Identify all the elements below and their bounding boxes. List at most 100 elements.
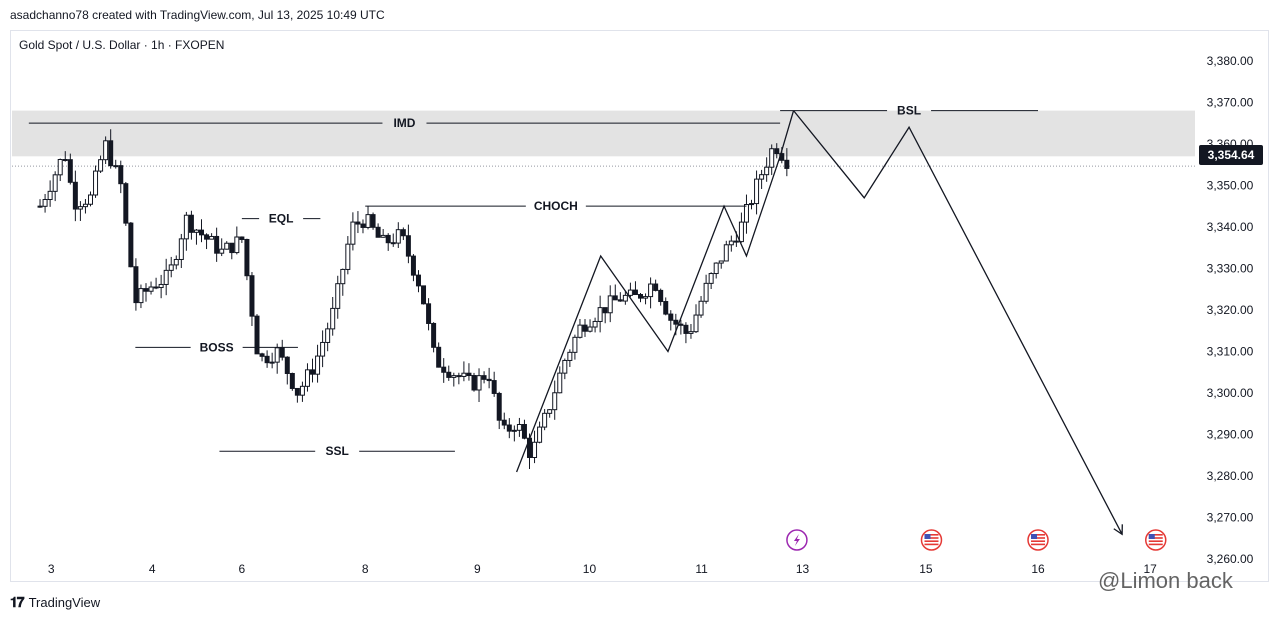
candle-body bbox=[582, 324, 588, 332]
flag-canton bbox=[1148, 534, 1155, 539]
candle-body bbox=[688, 331, 694, 334]
candle-body bbox=[678, 323, 684, 326]
candle-body bbox=[506, 424, 512, 432]
y-tick-label: 3,320.00 bbox=[1207, 303, 1254, 317]
tradingview-logo-icon: 𝟏𝟕 bbox=[10, 594, 25, 610]
candle-body bbox=[754, 178, 760, 205]
candle-body bbox=[320, 341, 326, 357]
x-tick-label: 9 bbox=[474, 562, 481, 576]
candle-body bbox=[153, 286, 159, 289]
candle-body bbox=[733, 240, 739, 243]
candle-body bbox=[759, 174, 765, 180]
candle-body bbox=[395, 229, 401, 244]
candle-body bbox=[224, 242, 230, 250]
candle-body bbox=[663, 301, 669, 315]
y-tick-label: 3,330.00 bbox=[1207, 261, 1254, 275]
candle-body bbox=[274, 347, 280, 363]
candle-body bbox=[72, 181, 78, 210]
candle-body bbox=[542, 412, 548, 428]
candle-body bbox=[108, 140, 114, 167]
tradingview-logo[interactable]: 𝟏𝟕 TradingView bbox=[10, 594, 100, 611]
tradingview-brand: TradingView bbox=[28, 595, 101, 610]
candle-body bbox=[713, 262, 719, 275]
candle-body bbox=[653, 283, 659, 291]
candle-body bbox=[325, 328, 331, 343]
candle-body bbox=[658, 289, 664, 303]
candle-body bbox=[557, 372, 563, 394]
flag-stripe bbox=[1031, 537, 1046, 539]
candle-body bbox=[415, 274, 421, 287]
candle-body bbox=[360, 223, 366, 228]
candle-body bbox=[310, 369, 316, 375]
candle-body bbox=[516, 424, 522, 431]
candle-body bbox=[390, 242, 396, 245]
candle-body bbox=[37, 205, 43, 208]
candle-body bbox=[607, 295, 613, 314]
candle-body bbox=[466, 372, 472, 377]
candle-body bbox=[199, 229, 205, 236]
candle-body bbox=[693, 314, 699, 333]
us-flag-icon bbox=[1027, 529, 1049, 551]
candle-body bbox=[436, 346, 442, 368]
candle-body bbox=[511, 429, 517, 432]
candle-body bbox=[481, 375, 487, 380]
annotation-label-bsl: BSL bbox=[897, 104, 921, 118]
candle-body bbox=[622, 294, 628, 302]
candle-body bbox=[82, 203, 88, 208]
candle-body bbox=[375, 226, 381, 238]
candle-body bbox=[299, 385, 305, 396]
flag-stripe bbox=[924, 537, 939, 539]
candle-body bbox=[219, 248, 225, 254]
y-tick-label: 3,280.00 bbox=[1207, 469, 1254, 483]
candle-body bbox=[562, 359, 568, 374]
candle-body bbox=[52, 174, 58, 192]
y-tick-label: 3,370.00 bbox=[1207, 95, 1254, 109]
liquidity-zone bbox=[12, 110, 1195, 157]
candle-body bbox=[738, 221, 744, 243]
candle-body bbox=[62, 159, 68, 162]
candle-body bbox=[330, 307, 336, 330]
candle-body bbox=[244, 238, 250, 277]
candle-body bbox=[350, 221, 356, 245]
x-tick-label: 10 bbox=[583, 562, 597, 576]
candle-body bbox=[521, 424, 527, 439]
candle-body bbox=[673, 319, 679, 325]
candle-body bbox=[345, 243, 351, 270]
watermark: @Limon back bbox=[1098, 568, 1233, 593]
candle-body bbox=[214, 235, 220, 254]
us-flag-icon bbox=[1145, 529, 1167, 551]
projection-path bbox=[793, 110, 1123, 535]
candle-body bbox=[234, 236, 240, 254]
candle-body bbox=[118, 165, 124, 185]
candle-body bbox=[668, 313, 674, 321]
lightning-glyph bbox=[793, 534, 800, 546]
candle-body bbox=[643, 296, 649, 299]
candle-body bbox=[552, 392, 558, 411]
y-tick-label: 3,340.00 bbox=[1207, 220, 1254, 234]
candle-body bbox=[148, 286, 154, 292]
candle-body bbox=[627, 289, 633, 296]
projection-path bbox=[515, 110, 795, 473]
candle-body bbox=[410, 255, 416, 276]
candle-body bbox=[294, 387, 300, 396]
candle-body bbox=[279, 347, 285, 358]
candle-body bbox=[103, 140, 109, 161]
annotation-label-boss: BOSS bbox=[200, 340, 234, 354]
flag-stripe bbox=[1031, 543, 1046, 546]
candle-body bbox=[289, 372, 295, 389]
candle-body bbox=[113, 165, 119, 168]
y-tick-label: 3,260.00 bbox=[1207, 552, 1254, 566]
y-tick-label: 3,350.00 bbox=[1207, 178, 1254, 192]
candle-body bbox=[163, 269, 169, 285]
candle-body bbox=[698, 300, 704, 316]
candle-body bbox=[486, 378, 492, 382]
candle-body bbox=[370, 214, 376, 228]
y-tick-label: 3,380.00 bbox=[1207, 54, 1254, 68]
candle-body bbox=[183, 214, 189, 240]
projection-arrowhead bbox=[1113, 524, 1123, 536]
candle-body bbox=[264, 355, 270, 364]
candle-body bbox=[683, 324, 689, 334]
candle-body bbox=[340, 268, 346, 285]
candle-body bbox=[400, 229, 406, 237]
